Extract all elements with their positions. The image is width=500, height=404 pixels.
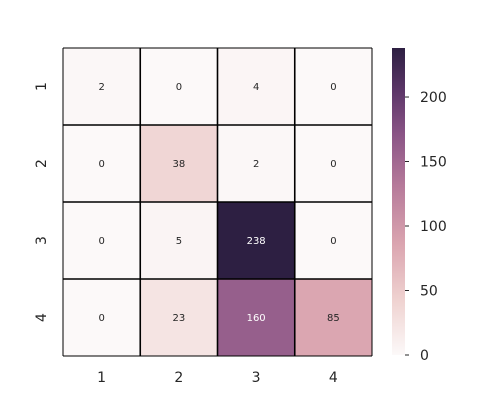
cell-value-label-r2-c4: 0 [330,159,336,170]
heatmap-cell-r2-c1 [63,125,141,202]
colorbar-tick-label-1: 50 [420,284,438,300]
heatmap-cell-r1-c4 [294,48,372,125]
heatmap-cells: 2 0 4 0 0 38 2 0 0 5 238 0 0 23 160 85 [63,48,372,356]
heatmap-cell-r3-c1 [63,202,141,279]
colorbar-tick-label-3: 150 [420,155,447,171]
x-axis-ticks: 1 2 3 4 [97,370,338,386]
colorbar: 0 50 100 150 200 [392,48,447,364]
heatmap-cell-r4-c4 [294,279,372,356]
cell-value-label-r4-c3: 160 [247,313,266,324]
colorbar-tick-label-2: 100 [420,219,447,235]
heatmap-cell-r4-c2 [140,279,218,356]
y-axis-ticks: 1 2 3 4 [34,82,50,322]
cell-value-label-r2-c3: 2 [253,159,259,170]
heatmap-cell-r3-c4 [294,202,372,279]
cell-value-label-r1-c2: 0 [176,82,182,93]
colorbar-tick-label-4: 200 [420,90,447,106]
heatmap-cell-r2-c2 [140,125,218,202]
x-tick-label-1: 1 [97,370,106,386]
heatmap-cell-r4-c1 [63,279,141,356]
colorbar-gradient [392,48,405,355]
cell-value-label-r4-c4: 85 [327,313,340,324]
x-tick-label-4: 4 [329,370,338,386]
cell-value-label-r3-c4: 0 [330,236,336,247]
cell-value-label-r4-c1: 0 [98,313,104,324]
heatmap-cell-r2-c3 [217,125,295,202]
cell-value-label-r1-c4: 0 [330,82,336,93]
heatmap-cell-r3-c2 [140,202,218,279]
cell-value-label-r2-c1: 0 [98,159,104,170]
heatmap-cell-r2-c4 [294,125,372,202]
cell-value-label-r3-c3: 238 [247,236,266,247]
y-tick-label-1: 1 [34,82,50,91]
heatmap-cell-r1-c1 [63,48,141,125]
y-tick-label-3: 3 [34,236,50,245]
cell-value-label-r1-c1: 2 [98,82,104,93]
y-tick-label-2: 2 [34,159,50,168]
heatmap-cell-r1-c3 [217,48,295,125]
cell-value-label-r1-c3: 4 [253,82,259,93]
y-tick-label-4: 4 [34,313,50,322]
cell-value-label-r2-c2: 38 [173,159,186,170]
cell-value-label-r4-c2: 23 [173,313,186,324]
heatmap-cell-r4-c3 [217,279,295,356]
heatmap-grid-lines [62,47,373,357]
cell-value-label-r3-c2: 5 [176,236,182,247]
heatmap-cell-r3-c3 [217,202,295,279]
cell-value-label-r3-c1: 0 [98,236,104,247]
x-tick-label-3: 3 [252,370,261,386]
heatmap-cell-r1-c2 [140,48,218,125]
colorbar-tick-label-0: 0 [420,348,429,364]
x-tick-label-2: 2 [174,370,183,386]
